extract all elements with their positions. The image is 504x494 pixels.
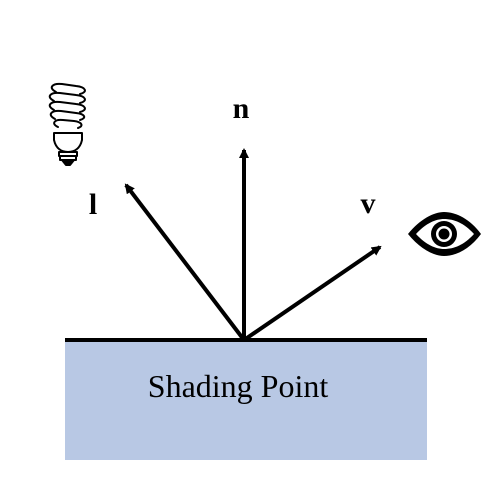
light-vector-label: l [89, 188, 97, 221]
light-vector-arrow [124, 183, 246, 342]
surface-label: Shading Point [148, 368, 329, 404]
surface-block [65, 340, 427, 460]
eye-icon [408, 212, 481, 256]
normal-vector-label: n [233, 92, 250, 125]
view-vector-arrow [242, 245, 382, 342]
lightbulb-icon [48, 82, 86, 166]
view-vector-label: v [361, 187, 376, 220]
